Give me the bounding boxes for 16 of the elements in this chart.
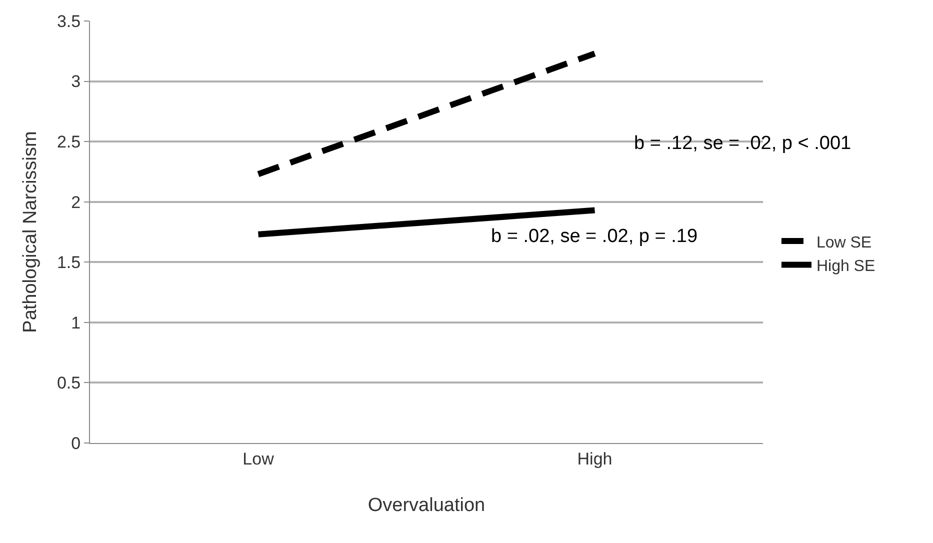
x-tick-label: Low xyxy=(242,449,275,468)
annotation: b = .02, se = .02, p = .19 xyxy=(491,226,698,247)
annotation: b = .12, se = .02, p < .001 xyxy=(634,133,852,154)
y-tick-label: 2 xyxy=(71,192,81,212)
y-tick-label: 2.5 xyxy=(56,132,81,152)
y-axis-title: Pathological Narcissism xyxy=(20,131,41,333)
y-tick-label: 3 xyxy=(71,72,81,92)
y-tick-label: 1 xyxy=(71,313,81,332)
y-tick-label: 3.5 xyxy=(56,12,81,31)
legend-label: Low SE xyxy=(816,234,872,252)
y-tick-label: 0.5 xyxy=(56,374,81,393)
x-tick-label: High xyxy=(577,449,612,468)
y-tick-label: 1.5 xyxy=(56,253,81,272)
x-axis-title: Overvaluation xyxy=(368,495,486,516)
y-tick-label: 0 xyxy=(71,434,81,453)
legend-label: High SE xyxy=(816,258,876,276)
